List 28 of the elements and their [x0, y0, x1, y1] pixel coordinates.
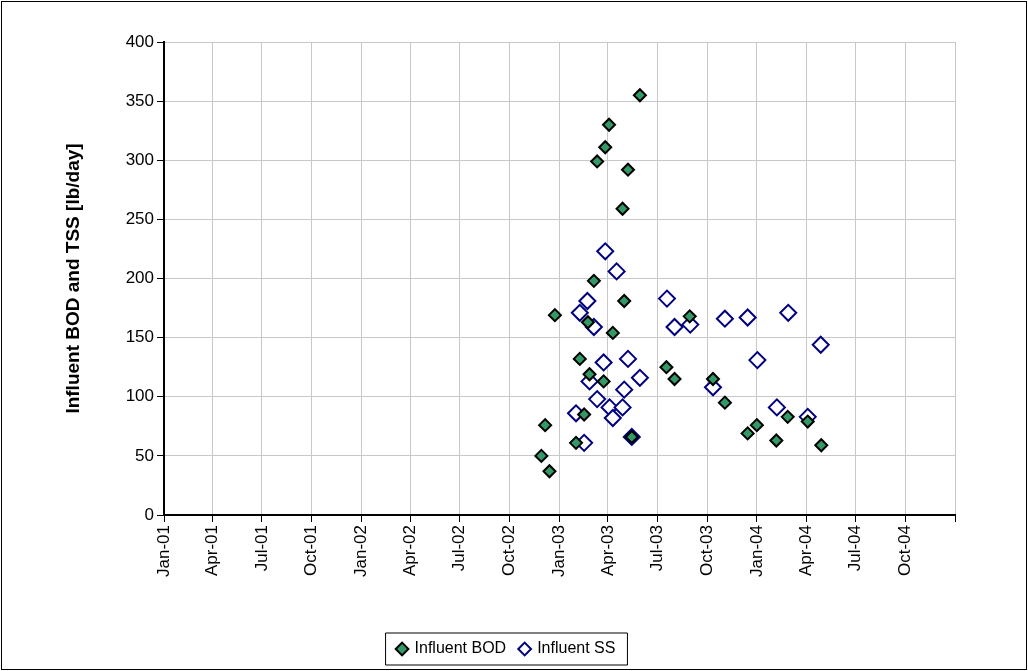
- y-tick-label: 250: [125, 209, 154, 229]
- y-tick-label: 100: [125, 386, 154, 406]
- x-tick-label: Jan-03: [548, 525, 568, 577]
- x-tick-label: Oct-03: [696, 525, 716, 577]
- x-tick-label: Apr-04: [795, 525, 815, 577]
- legend-label: Influent SS: [537, 639, 616, 657]
- x-tick-label: Jul-03: [646, 525, 666, 572]
- y-tick-label: 0: [144, 504, 154, 524]
- y-tick-label: 150: [125, 327, 154, 347]
- x-tick-label: Jan-02: [351, 525, 371, 577]
- x-tick-label: Jul-04: [845, 525, 865, 572]
- x-tick-label: Jan-01: [153, 525, 173, 577]
- x-tick-label: Apr-01: [202, 525, 222, 577]
- x-tick-label: Apr-02: [400, 525, 420, 577]
- x-tick-label: Oct-01: [301, 525, 321, 577]
- x-tick-label: Oct-02: [499, 525, 519, 577]
- x-tick-label: Apr-03: [597, 525, 617, 577]
- legend-label: Influent BOD: [414, 639, 507, 657]
- y-tick-label: 50: [135, 445, 154, 465]
- y-tick-label: 200: [125, 268, 154, 288]
- x-tick-label: Jul-01: [251, 525, 271, 572]
- y-tick-label: 350: [125, 90, 154, 110]
- x-tick-label: Jan-04: [746, 525, 766, 577]
- y-tick-label: 300: [125, 149, 154, 169]
- y-tick-label: 400: [125, 31, 154, 51]
- x-tick-label: Jul-02: [449, 525, 469, 572]
- x-tick-label: Oct-04: [894, 525, 914, 577]
- y-axis-title: Influent BOD and TSS [lb/day]: [61, 143, 83, 414]
